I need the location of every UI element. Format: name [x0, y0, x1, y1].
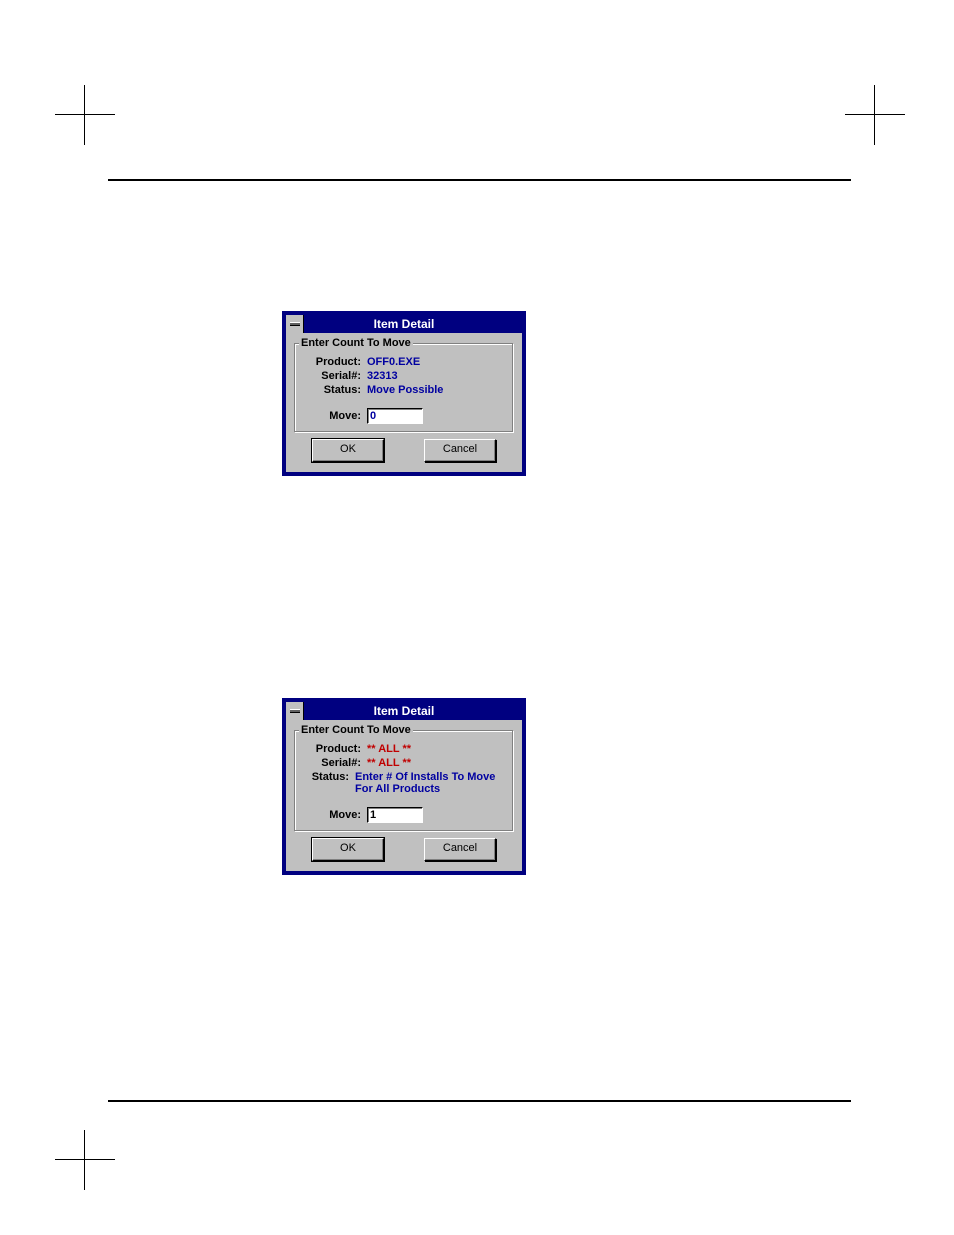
- group-label: Enter Count To Move: [299, 724, 413, 736]
- move-label: Move:: [303, 809, 367, 821]
- status-value: Enter # Of Installs To Move For All Prod…: [355, 771, 505, 795]
- product-value: ** ALL **: [367, 743, 411, 755]
- page: Item Detail Enter Count To Move Product:…: [0, 0, 954, 1235]
- item-detail-dialog-2: Item Detail Enter Count To Move Product:…: [282, 698, 526, 875]
- dialog-client: Enter Count To Move Product: ** ALL ** S…: [286, 730, 522, 871]
- move-row: Move: 1: [303, 807, 505, 823]
- serial-label: Serial#:: [303, 370, 367, 382]
- system-menu-icon[interactable]: [286, 315, 304, 333]
- product-row: Product: ** ALL **: [303, 743, 505, 755]
- serial-row: Serial#: ** ALL **: [303, 757, 505, 769]
- product-label: Product:: [303, 743, 367, 755]
- group-label: Enter Count To Move: [299, 337, 413, 349]
- button-bar: OK Cancel: [294, 832, 514, 863]
- serial-label: Serial#:: [303, 757, 367, 769]
- dialog-title: Item Detail: [304, 704, 522, 718]
- serial-value: 32313: [367, 370, 398, 382]
- serial-value: ** ALL **: [367, 757, 411, 769]
- item-detail-dialog-1: Item Detail Enter Count To Move Product:…: [282, 311, 526, 476]
- serial-row: Serial#: 32313: [303, 370, 505, 382]
- enter-count-group: Enter Count To Move Product: ** ALL ** S…: [294, 730, 514, 832]
- button-bar: OK Cancel: [294, 433, 514, 464]
- dialog-client: Enter Count To Move Product: OFF0.EXE Se…: [286, 343, 522, 472]
- enter-count-group: Enter Count To Move Product: OFF0.EXE Se…: [294, 343, 514, 433]
- cancel-button[interactable]: Cancel: [424, 439, 496, 462]
- move-input[interactable]: 1: [367, 807, 423, 823]
- top-rule: [108, 179, 851, 181]
- status-label: Status:: [303, 771, 355, 783]
- status-row: Status: Enter # Of Installs To Move For …: [303, 771, 505, 795]
- system-menu-icon[interactable]: [286, 702, 304, 720]
- move-input[interactable]: 0: [367, 408, 423, 424]
- status-value: Move Possible: [367, 384, 443, 396]
- bottom-rule: [108, 1100, 851, 1102]
- crop-mark-bl: [55, 1130, 115, 1190]
- dialog-title: Item Detail: [304, 317, 522, 331]
- titlebar: Item Detail: [286, 702, 522, 720]
- status-label: Status:: [303, 384, 367, 396]
- status-row: Status: Move Possible: [303, 384, 505, 396]
- move-row: Move: 0: [303, 408, 505, 424]
- cancel-button[interactable]: Cancel: [424, 838, 496, 861]
- ok-button[interactable]: OK: [312, 838, 384, 861]
- product-value: OFF0.EXE: [367, 356, 420, 368]
- titlebar: Item Detail: [286, 315, 522, 333]
- move-label: Move:: [303, 410, 367, 422]
- product-label: Product:: [303, 356, 367, 368]
- product-row: Product: OFF0.EXE: [303, 356, 505, 368]
- crop-mark-tl: [55, 85, 115, 145]
- crop-mark-tr: [845, 85, 905, 145]
- ok-button[interactable]: OK: [312, 439, 384, 462]
